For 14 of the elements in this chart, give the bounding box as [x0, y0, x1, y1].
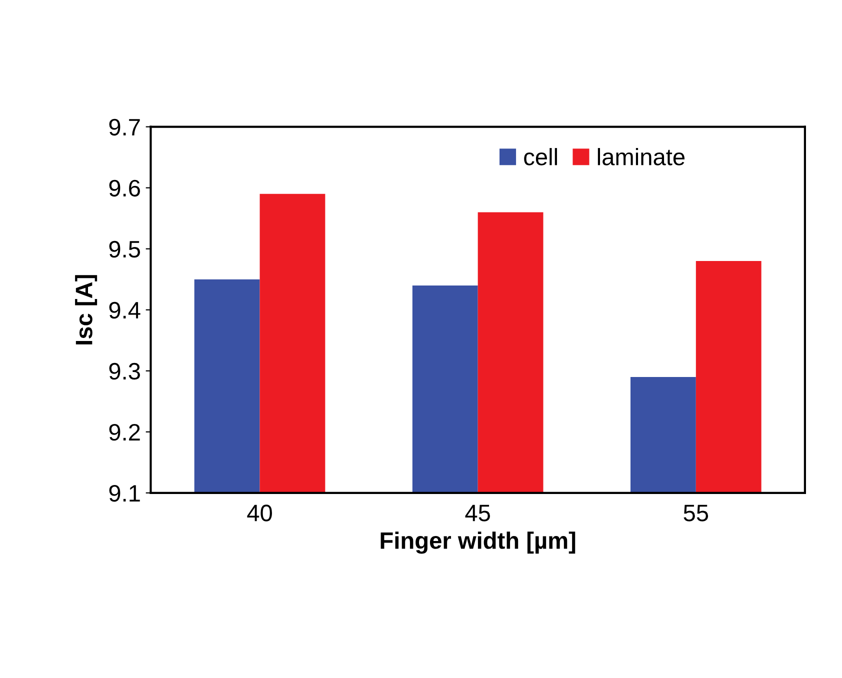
y-tick-label: 9.7	[109, 118, 140, 136]
y-tick-label: 9.5	[109, 240, 140, 258]
x-axis-title: Finger width [µm]	[380, 532, 576, 554]
x-tick-label: 40	[247, 504, 272, 522]
y-axis-title: Isc [A]	[75, 275, 98, 344]
x-tick-label: 45	[465, 504, 490, 522]
legend-label: cell	[524, 148, 557, 166]
y-tick-label: 9.2	[109, 424, 140, 441]
y-tick-label: 9.4	[109, 302, 140, 319]
y-tick-label: 9.6	[109, 180, 140, 197]
x-tick-label: 55	[684, 504, 708, 522]
y-tick-label: 9.3	[109, 362, 140, 380]
y-tick-label: 9.1	[109, 484, 140, 502]
legend-label: laminate	[598, 148, 685, 166]
